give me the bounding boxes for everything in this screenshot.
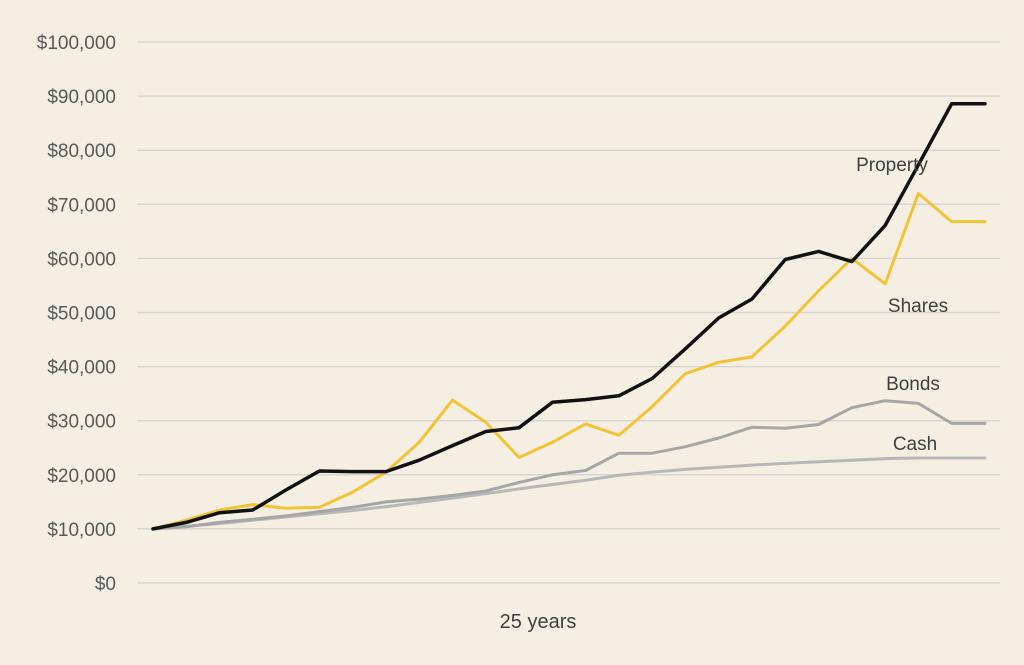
y-tick-label: $40,000 [47, 358, 116, 379]
y-tick-label: $10,000 [47, 520, 116, 541]
y-tick-label: $70,000 [47, 195, 116, 216]
y-tick-label: $0 [95, 574, 116, 595]
y-tick-label: $90,000 [47, 87, 116, 108]
y-tick-label: $100,000 [37, 33, 116, 54]
series-label-cash: Cash [893, 434, 937, 455]
y-tick-label: $60,000 [47, 249, 116, 270]
y-axis-tick-labels: $0 $10,000 $20,000 $30,000 $40,000 $50,000 $60… [37, 33, 116, 595]
series-lines [151, 101, 987, 531]
series-label-shares: Shares [888, 296, 948, 317]
series-line-bonds [151, 399, 987, 531]
gridlines [137, 41, 1000, 584]
x-axis-label: 25 years [500, 611, 577, 633]
series-labels: Cash Bonds Shares Property [856, 155, 948, 455]
series-line-shares [151, 192, 987, 531]
y-tick-label: $80,000 [47, 141, 116, 162]
series-line-property [151, 101, 987, 531]
y-tick-label: $50,000 [47, 304, 116, 325]
y-tick-label: $30,000 [47, 412, 116, 433]
series-label-property: Property [856, 155, 928, 176]
series-label-bonds: Bonds [886, 374, 940, 395]
y-tick-label: $20,000 [47, 466, 116, 487]
